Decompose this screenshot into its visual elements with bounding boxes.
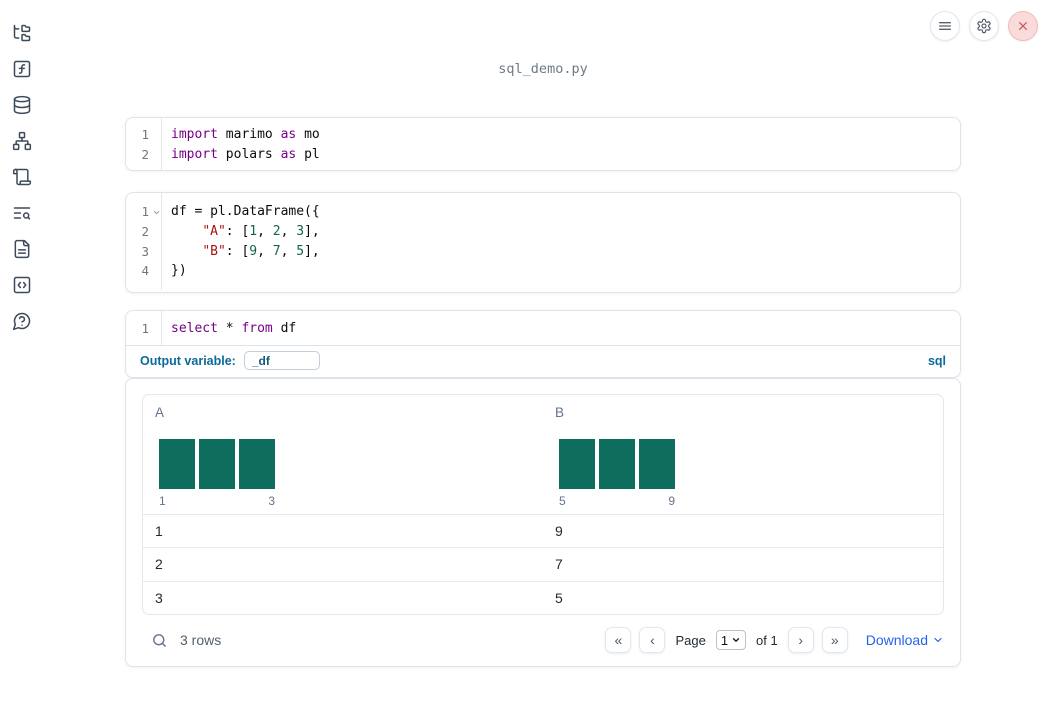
table-footer: 3 rows « ‹ Page 1 of 1 › » Download [142,624,944,656]
search-icon[interactable] [151,632,168,649]
line-number: 1 [141,321,149,337]
download-label: Download [865,632,928,648]
page-select[interactable]: 1 [715,630,747,650]
code-text: "A": [1, 2, 3], [202,224,320,240]
table-cell: 1 [155,523,163,540]
table-cell: 5 [555,590,563,607]
chevron-down-icon [732,638,740,642]
next-page-icon: › [798,632,804,648]
column-histogram [559,439,675,489]
snippets-icon[interactable] [12,275,32,295]
gutter-divider [161,193,162,290]
gutter-divider [161,118,162,170]
code-text: }) [171,263,187,279]
line-number: 1 [126,204,161,219]
code-text: import polars as pl [171,147,320,163]
histogram-bar [599,439,635,489]
table-cell: 3 [155,590,163,607]
histogram-bar [559,439,595,489]
page-select-value: 1 [720,632,729,648]
dependency-graph-icon[interactable] [12,131,32,151]
file-tree-icon[interactable] [12,23,32,43]
scroll-icon[interactable] [12,167,32,187]
code-line[interactable]: 2 import polars as pl [126,145,960,165]
page-total: of 1 [756,632,778,648]
output-variable-input[interactable] [243,351,320,371]
table-cell: 7 [555,556,563,573]
histogram-bar [199,439,235,489]
gutter-divider [161,311,162,345]
code-text: df = pl.DataFrame({ [171,204,320,220]
gear-icon [977,18,991,34]
table-cell: 2 [155,556,163,573]
histogram-bar [239,439,275,489]
notebook-filename[interactable]: sql_demo.py [498,61,588,77]
line-number: 2 [141,147,149,163]
language-badge: sql [927,353,946,368]
outline-search-icon[interactable] [12,203,32,223]
histogram-bar [639,439,675,489]
code-line[interactable]: 2 "A": [1, 2, 3], [126,222,960,242]
table-cell: 9 [555,523,563,540]
menu-button[interactable] [930,11,960,41]
output-variable-label: Output variable: [140,353,236,368]
line-number: 4 [141,263,149,279]
sql-cell[interactable]: 1 select * from df Output variable: sql [125,310,961,378]
line-number: 2 [141,224,149,240]
column-histogram [159,439,275,489]
column-name: A [155,405,165,420]
column-name: B [555,405,565,420]
first-page-icon: « [614,632,623,648]
menu-icon [939,21,951,30]
page-label: Page [675,632,706,648]
histogram-bar [159,439,195,489]
chevron-down-icon [934,637,942,643]
line-number: 3 [141,243,149,259]
code-line[interactable]: 1 df = pl.DataFrame({ [126,202,960,222]
prev-page-icon: ‹ [650,632,655,648]
document-icon[interactable] [12,239,32,259]
help-icon[interactable] [12,311,32,331]
code-line[interactable]: 4}) [126,261,960,281]
shutdown-button[interactable] [1008,11,1038,41]
database-icon[interactable] [12,95,32,115]
settings-button[interactable] [969,11,999,41]
prev-page-button[interactable]: ‹ [639,627,666,653]
code-line[interactable]: 1 import marimo as mo [126,125,960,145]
code-text: import marimo as mo [171,127,320,143]
functions-icon[interactable] [12,59,32,79]
download-button[interactable]: Download [866,632,944,648]
code-line[interactable]: 1 select * from df [126,319,960,339]
last-page-button[interactable]: » [821,627,848,653]
row-count: 3 rows [180,632,222,648]
fold-chevron-icon[interactable] [152,208,161,217]
sql-cell-footer: Output variable: sql [126,344,960,376]
code-line[interactable]: 3 "B": [9, 7, 5], [126,241,960,261]
next-page-button[interactable]: › [787,627,814,653]
helper-panel-sidebar [0,0,44,713]
last-page-icon: » [830,632,839,648]
code-cell-imports[interactable]: 1 import marimo as mo 2 import polars as pl [125,117,961,171]
code-text: select * from df [171,321,297,337]
first-page-button[interactable]: « [605,627,632,653]
code-cell-dataframe[interactable]: 1 df = pl.DataFrame({2 "A": [1, 2, 3], 3 "… [125,192,961,293]
close-icon [1019,21,1027,30]
code-text: "B": [9, 7, 5], [202,243,320,259]
line-number: 1 [141,127,149,143]
